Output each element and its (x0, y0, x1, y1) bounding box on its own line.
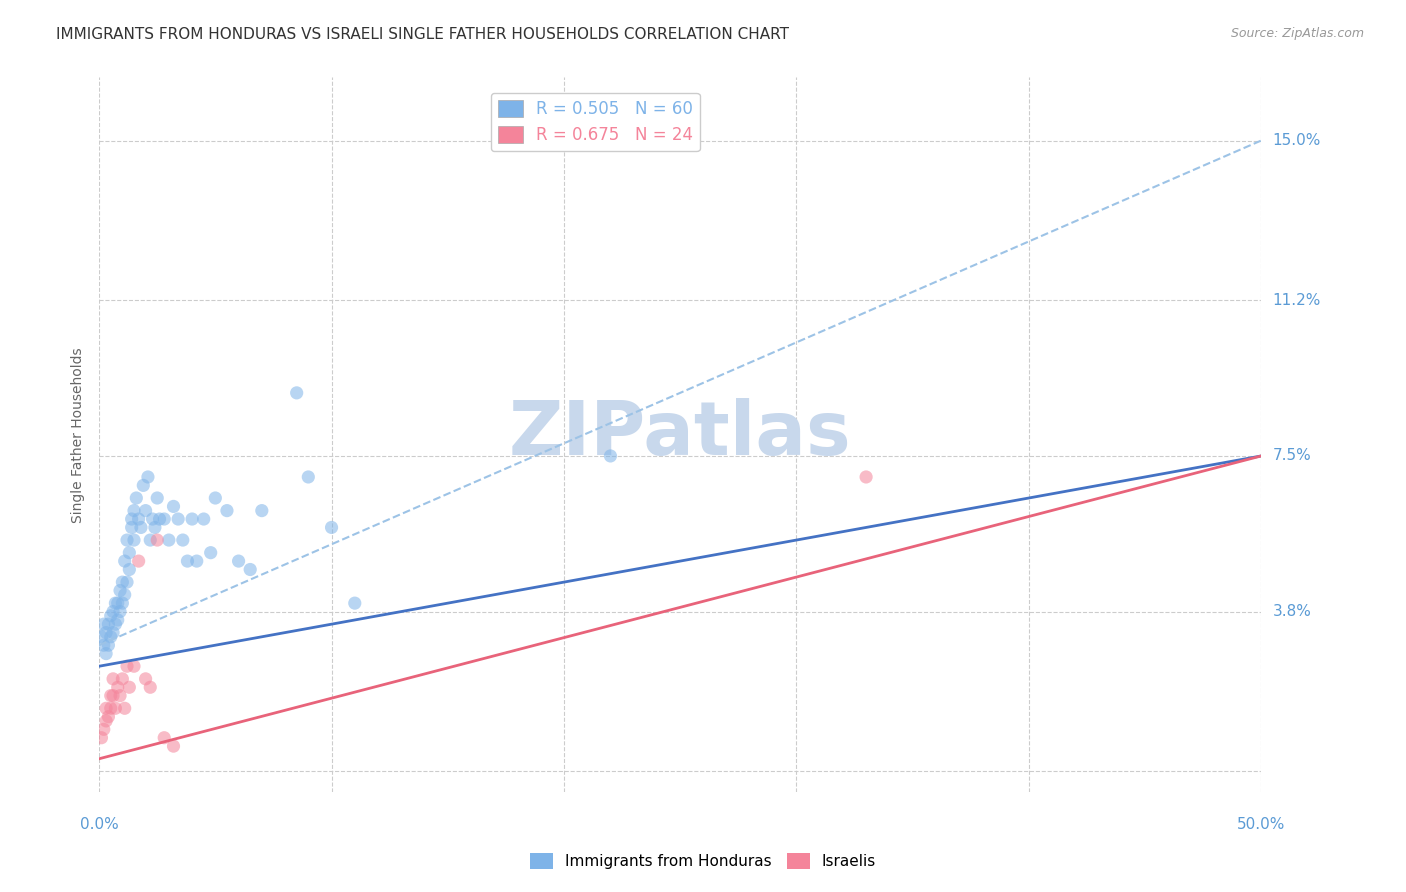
Point (129, 520, 152, 534)
Y-axis label: Single Father Households: Single Father Households (72, 347, 86, 523)
Legend: R = 0.505   N = 60, R = 0.675   N = 24: R = 0.505 N = 60, R = 0.675 N = 24 (491, 93, 700, 151)
Point (115, 533, 138, 547)
Point (176, 554, 198, 568)
Point (108, 605, 131, 619)
Text: 50.0%: 50.0% (1237, 817, 1285, 832)
Text: IMMIGRANTS FROM HONDURAS VS ISRAELI SINGLE FATHER HOUSEHOLDS CORRELATION CHART: IMMIGRANTS FROM HONDURAS VS ISRAELI SING… (56, 27, 789, 42)
Point (228, 554, 250, 568)
Point (94, 701, 117, 715)
Point (135, 672, 157, 686)
Point (118, 680, 141, 694)
Point (115, 575, 138, 590)
Point (215, 503, 238, 517)
Point (142, 512, 165, 526)
Point (100, 630, 122, 644)
Point (97, 638, 120, 652)
Point (162, 500, 184, 514)
Point (114, 554, 136, 568)
Text: 7.5%: 7.5% (1272, 449, 1310, 464)
Point (153, 512, 176, 526)
Point (115, 659, 138, 673)
Point (146, 533, 169, 547)
Point (104, 617, 127, 632)
Point (118, 562, 141, 576)
Point (100, 701, 122, 715)
Point (146, 491, 169, 505)
Point (121, 520, 143, 534)
Point (135, 503, 157, 517)
Point (111, 672, 134, 686)
Point (114, 701, 136, 715)
Point (125, 491, 148, 505)
Point (101, 625, 124, 640)
Point (94, 647, 117, 661)
Point (172, 533, 194, 547)
Point (132, 478, 155, 492)
Point (93, 723, 115, 737)
Point (204, 491, 226, 505)
Point (143, 520, 166, 534)
Legend: Immigrants from Honduras, Israelis: Immigrants from Honduras, Israelis (523, 847, 883, 875)
Point (118, 546, 141, 560)
Text: 11.2%: 11.2% (1272, 293, 1320, 308)
Text: Source: ZipAtlas.com: Source: ZipAtlas.com (1230, 27, 1364, 40)
Point (90, 630, 112, 644)
Point (107, 596, 129, 610)
Point (200, 546, 222, 560)
Point (97, 709, 120, 723)
Point (107, 613, 129, 627)
Point (108, 689, 131, 703)
Point (122, 659, 145, 673)
Point (343, 596, 366, 610)
Point (297, 470, 319, 484)
Point (104, 596, 127, 610)
Point (122, 533, 145, 547)
Point (153, 731, 176, 745)
Point (108, 583, 131, 598)
Point (111, 575, 134, 590)
Point (186, 554, 208, 568)
Point (111, 596, 134, 610)
Point (100, 608, 122, 623)
Point (250, 503, 273, 517)
Point (107, 680, 129, 694)
Point (90, 731, 112, 745)
Point (136, 470, 159, 484)
Point (101, 672, 124, 686)
Point (139, 533, 162, 547)
Point (93, 617, 115, 632)
Point (94, 625, 117, 640)
Text: 0.0%: 0.0% (80, 817, 118, 832)
Point (148, 512, 170, 526)
Point (128, 512, 150, 526)
Point (193, 512, 215, 526)
Point (122, 503, 145, 517)
Point (239, 562, 262, 576)
Point (93, 638, 115, 652)
Text: ZIPatlas: ZIPatlas (509, 399, 852, 471)
Point (855, 470, 877, 484)
Point (121, 512, 143, 526)
Point (101, 689, 124, 703)
Point (128, 554, 150, 568)
Point (321, 520, 343, 534)
Point (94, 714, 117, 728)
Point (100, 689, 122, 703)
Point (181, 512, 204, 526)
Point (162, 739, 184, 753)
Point (97, 617, 120, 632)
Point (157, 533, 180, 547)
Point (285, 385, 308, 400)
Point (114, 588, 136, 602)
Text: 3.8%: 3.8% (1272, 604, 1312, 619)
Point (167, 512, 190, 526)
Point (104, 701, 127, 715)
Text: 15.0%: 15.0% (1272, 133, 1320, 148)
Point (139, 680, 162, 694)
Point (101, 605, 124, 619)
Point (599, 449, 621, 463)
